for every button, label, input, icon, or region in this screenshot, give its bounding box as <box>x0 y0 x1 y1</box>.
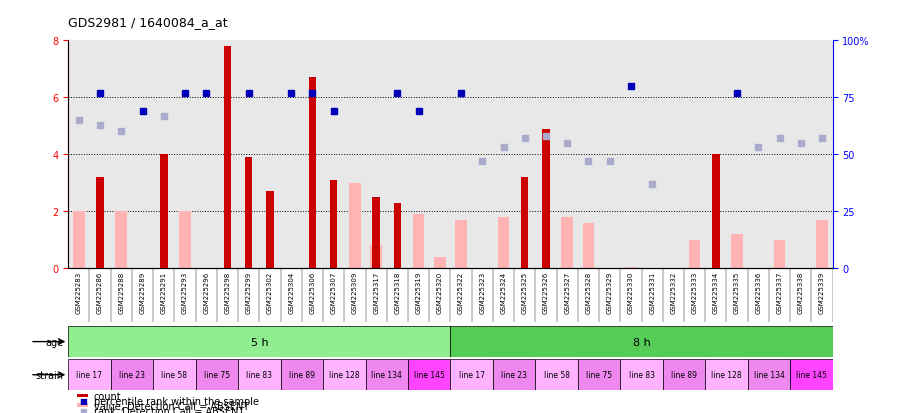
Text: line 134: line 134 <box>371 370 402 379</box>
Text: line 134: line 134 <box>753 370 784 379</box>
Bar <box>493 359 535 390</box>
Text: value, Detection Call = ABSENT: value, Detection Call = ABSENT <box>94 401 248 411</box>
Bar <box>349 183 360 268</box>
Text: 5 h: 5 h <box>250 337 268 347</box>
Text: line 58: line 58 <box>161 370 187 379</box>
Bar <box>413 214 424 268</box>
Bar <box>372 197 379 268</box>
Bar <box>245 158 252 268</box>
Text: line 75: line 75 <box>204 370 230 379</box>
Bar <box>224 47 231 268</box>
Text: line 75: line 75 <box>586 370 612 379</box>
Text: ■: ■ <box>79 396 86 405</box>
Bar <box>68 326 450 357</box>
Text: GDS2981 / 1640084_a_at: GDS2981 / 1640084_a_at <box>68 16 228 29</box>
Bar <box>455 220 467 268</box>
Bar <box>408 359 450 390</box>
Bar <box>116 211 127 268</box>
Bar <box>267 192 274 268</box>
Bar <box>370 246 382 268</box>
Bar <box>748 359 790 390</box>
Bar <box>542 129 550 268</box>
Bar <box>498 217 510 268</box>
Bar <box>308 78 316 268</box>
Text: line 89: line 89 <box>671 370 697 379</box>
Text: line 89: line 89 <box>288 370 315 379</box>
Text: ■: ■ <box>79 406 86 413</box>
Bar <box>621 359 662 390</box>
Bar <box>323 359 366 390</box>
Text: line 145: line 145 <box>414 370 445 379</box>
Bar <box>662 359 705 390</box>
Bar <box>153 359 196 390</box>
Bar <box>280 359 323 390</box>
Text: line 128: line 128 <box>329 370 359 379</box>
Bar <box>732 235 743 268</box>
Bar <box>394 203 401 268</box>
Bar <box>111 359 153 390</box>
Text: count: count <box>94 391 121 401</box>
Bar <box>713 155 720 268</box>
Bar <box>705 359 748 390</box>
Text: rank, Detection Call = ABSENT: rank, Detection Call = ABSENT <box>94 406 244 413</box>
Text: line 83: line 83 <box>247 370 272 379</box>
Bar <box>330 180 338 268</box>
Text: strain: strain <box>35 370 64 380</box>
Bar <box>450 326 833 357</box>
Bar <box>625 267 637 268</box>
Bar <box>179 211 191 268</box>
Bar <box>561 217 573 268</box>
Text: line 145: line 145 <box>796 370 827 379</box>
Bar <box>816 220 828 268</box>
Bar <box>196 359 238 390</box>
Bar <box>68 359 111 390</box>
Bar <box>73 211 85 268</box>
Bar <box>160 155 167 268</box>
Bar <box>774 240 785 268</box>
Text: line 128: line 128 <box>712 370 742 379</box>
Text: age: age <box>46 337 64 347</box>
Bar <box>96 178 104 268</box>
Bar <box>366 359 408 390</box>
Text: line 17: line 17 <box>459 370 485 379</box>
Text: line 17: line 17 <box>76 370 103 379</box>
Bar <box>521 178 529 268</box>
Bar <box>578 359 621 390</box>
Bar <box>689 240 701 268</box>
Text: percentile rank within the sample: percentile rank within the sample <box>94 396 258 406</box>
Text: 8 h: 8 h <box>632 337 651 347</box>
Text: line 23: line 23 <box>501 370 527 379</box>
Bar <box>582 223 594 268</box>
Text: line 23: line 23 <box>119 370 145 379</box>
Bar <box>434 257 446 268</box>
Bar <box>450 359 493 390</box>
Bar <box>535 359 578 390</box>
Text: line 58: line 58 <box>543 370 570 379</box>
Bar <box>790 359 833 390</box>
Bar <box>238 359 280 390</box>
Text: line 83: line 83 <box>629 370 654 379</box>
